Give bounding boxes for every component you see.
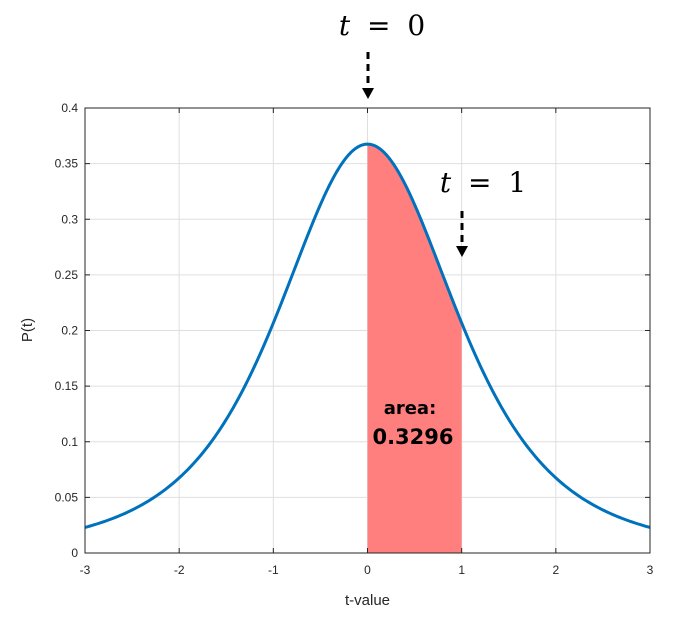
y-tick-label: 0.3: [61, 212, 78, 226]
x-axis-label: t-value: [345, 592, 390, 609]
t1-equals: =: [468, 166, 491, 199]
x-tick-label: 1: [458, 563, 465, 577]
x-tick-label: 0: [364, 563, 371, 577]
t1-value: 1: [508, 166, 526, 199]
y-tick-label: 0.15: [55, 379, 79, 393]
y-axis-label: P(t): [19, 318, 36, 342]
x-tick-label: 2: [552, 563, 559, 577]
area-value: 0.3296: [372, 425, 453, 449]
t1-variable: t: [440, 166, 452, 199]
x-tick-label: -2: [174, 563, 185, 577]
y-tick-label: 0.4: [61, 101, 78, 115]
t0-variable: t: [339, 9, 351, 42]
x-tick-label: 3: [647, 563, 654, 577]
t0-arrowhead: [362, 88, 374, 99]
y-tick-label: 0.2: [61, 324, 78, 338]
area-label: area:: [384, 398, 437, 419]
shaded-area: [367, 144, 462, 553]
t1-arrowhead: [456, 246, 468, 257]
t0-value: 0: [407, 9, 425, 42]
y-tick-label: 0.35: [55, 157, 79, 171]
probability-density-curve: [84, 142, 651, 529]
x-tick-label: -1: [268, 563, 279, 577]
y-tick-label: 0.05: [55, 490, 79, 504]
t0-equals: =: [367, 9, 390, 42]
y-tick-label: 0.25: [55, 268, 79, 282]
t0-marker-label: t = 0: [339, 9, 425, 42]
t1-marker-label: t = 1: [440, 166, 526, 199]
y-tick-label: 0: [71, 546, 78, 560]
axis-ticks: -3 -2 -1 0 1 2 3 0 0.05 0.1 0.15 0.2 0.25 0.3 0.35 0.4: [55, 101, 654, 577]
y-tick-label: 0.1: [61, 435, 78, 449]
x-tick-label: -3: [80, 563, 91, 577]
